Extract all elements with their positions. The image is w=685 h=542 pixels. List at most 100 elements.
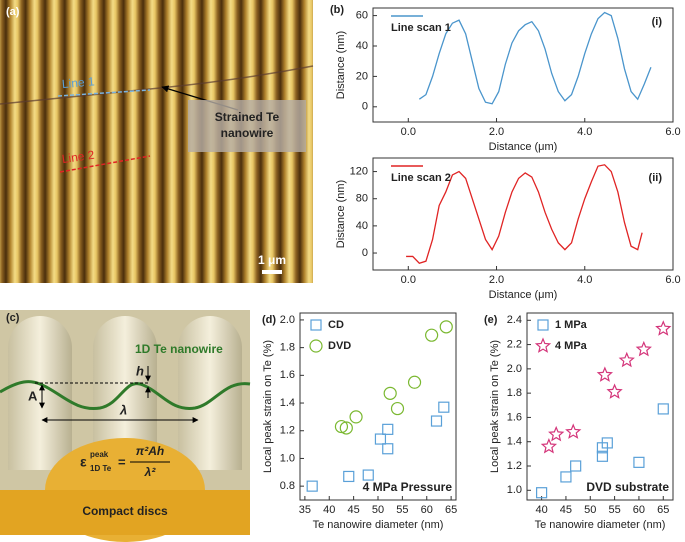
data-line: [418, 11, 652, 105]
scale-bar-label: 1 μm: [258, 253, 286, 267]
x-tick-label: 60: [421, 504, 433, 516]
y-tick-label: 120: [350, 165, 368, 177]
panel-label: (c): [6, 312, 20, 324]
y-tick-label: 40: [356, 40, 368, 52]
plot-frame: [526, 312, 674, 501]
marker: [655, 320, 672, 336]
a-label: A: [28, 388, 38, 403]
x-axis-title: Distance (μm): [489, 141, 558, 153]
legend-label: 4 MPa: [555, 340, 588, 352]
x-tick-label: 65: [445, 504, 457, 516]
marker: [382, 423, 394, 435]
x-tick-label: 40: [323, 504, 335, 516]
panel-label: (e): [484, 314, 498, 326]
marker: [657, 403, 669, 415]
y-tick-label: 1.6: [507, 411, 522, 423]
legend-label: Line scan 1: [391, 22, 451, 34]
x-tick-label: 6.0: [665, 274, 680, 286]
callout: Strained Te: [215, 110, 280, 124]
legend-swatch: [534, 337, 552, 353]
marker: [606, 383, 623, 399]
marker: [382, 443, 394, 455]
x-tick-label: 55: [396, 504, 408, 516]
marker: [349, 410, 363, 424]
marker: [596, 450, 609, 462]
marker: [560, 471, 572, 483]
marker: [430, 415, 443, 427]
x-tick-label: 6.0: [665, 126, 680, 138]
formula: 1D Te: [90, 464, 112, 473]
x-tick-label: 45: [560, 504, 572, 516]
formula: =: [118, 454, 126, 469]
y-axis-title: Distance (nm): [335, 31, 347, 99]
marker: [540, 438, 558, 454]
x-axis-title: Distance (μm): [489, 289, 558, 301]
data-line: [406, 164, 643, 264]
x-tick-label: 4.0: [577, 126, 592, 138]
legend-swatch: [309, 339, 323, 353]
marker: [334, 419, 349, 434]
schematic: [0, 310, 251, 542]
y-tick-label: 0: [362, 101, 368, 113]
y-axis-title: Local peak strain on Te (%): [489, 340, 501, 473]
legend-label: DVD: [328, 340, 351, 352]
x-tick-label: 55: [608, 504, 620, 516]
marker: [362, 469, 374, 481]
marker: [618, 351, 635, 368]
y-tick-label: 2.2: [507, 338, 522, 350]
formula: peak: [90, 450, 109, 459]
marker: [601, 437, 613, 449]
sub-label: (ii): [649, 172, 663, 184]
marker: [374, 433, 387, 445]
x-tick-label: 0.0: [401, 126, 416, 138]
x-tick-label: 4.0: [577, 274, 592, 286]
x-tick-label: 50: [584, 504, 596, 516]
x-tick-label: 50: [372, 504, 384, 516]
legend-label: Line scan 2: [391, 172, 451, 184]
marker: [407, 375, 422, 389]
panel-label: (b): [330, 4, 344, 16]
x-axis-title: Te nanowire diameter (nm): [313, 519, 444, 531]
y-tick-label: 2.0: [280, 314, 295, 326]
y-tick-label: 0.8: [280, 480, 295, 492]
marker: [633, 456, 645, 468]
marker: [439, 320, 453, 334]
callout: nanowire: [221, 126, 274, 140]
plot-frame: [372, 7, 674, 123]
x-tick-label: 65: [657, 504, 669, 516]
panel-label: (a): [6, 6, 20, 18]
panel-label: (d): [262, 314, 276, 326]
y-tick-label: 2.0: [507, 363, 522, 375]
marker: [383, 386, 397, 400]
x-tick-label: 35: [299, 504, 311, 516]
y-tick-label: 1.6: [280, 369, 295, 381]
line-label: Line 2: [61, 148, 96, 166]
marker: [548, 425, 565, 442]
x-tick-label: 2.0: [489, 126, 504, 138]
y-axis-title: Local peak strain on Te (%): [262, 340, 274, 473]
plot-frame: [372, 157, 674, 271]
x-tick-label: 40: [535, 504, 547, 516]
sub-label: (i): [652, 16, 663, 28]
formula: π²Ah: [136, 444, 165, 458]
y-tick-label: 1.0: [507, 484, 522, 496]
formula: λ²: [144, 465, 157, 479]
y-tick-label: 1.4: [280, 397, 295, 409]
afm-image: [0, 0, 314, 283]
lambda-label: λ: [119, 402, 127, 417]
x-tick-label: 60: [633, 504, 645, 516]
x-tick-label: 2.0: [489, 274, 504, 286]
line-label: Line 1: [61, 74, 95, 91]
y-tick-label: 1.0: [280, 452, 295, 464]
legend-label: CD: [328, 319, 344, 331]
x-tick-label: 0.0: [401, 274, 416, 286]
y-tick-label: 0: [362, 247, 368, 259]
y-tick-label: 1.2: [280, 425, 295, 437]
marker: [438, 401, 450, 413]
y-tick-label: 1.4: [507, 436, 522, 448]
y-tick-label: 1.8: [507, 387, 522, 399]
wire-label: 1D Te nanowire: [135, 342, 223, 356]
disc-label: Compact discs: [82, 504, 168, 518]
legend-label: 1 MPa: [555, 319, 588, 331]
y-tick-label: 1.8: [280, 342, 295, 354]
